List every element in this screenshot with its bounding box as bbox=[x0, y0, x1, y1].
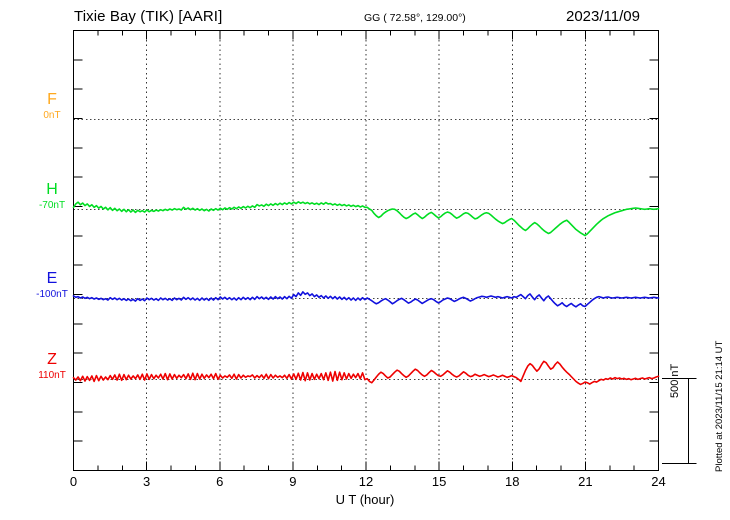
gridlines bbox=[146, 30, 586, 471]
station-title: Tixie Bay (TIK) [AARI] bbox=[74, 8, 223, 25]
x-tick-label-15: 15 bbox=[431, 474, 447, 489]
component-value-z: 110nT bbox=[38, 370, 66, 381]
x-tick-label-21: 21 bbox=[578, 474, 593, 489]
x-tick-label-9: 9 bbox=[289, 474, 297, 489]
axis-ticks bbox=[73, 30, 659, 471]
component-value-f: 0nT bbox=[43, 110, 61, 121]
component-label-z: Z bbox=[47, 351, 57, 368]
plotted-timestamp: Plotted at 2023/11/15 21:14 UT bbox=[714, 340, 725, 472]
x-tick-label-24: 24 bbox=[651, 474, 666, 489]
geographic-coordinates: GG ( 72.58°, 129.00°) bbox=[364, 12, 466, 24]
x-tick-label-6: 6 bbox=[216, 474, 224, 489]
scale-bar bbox=[662, 377, 697, 465]
scale-bar-label: 500 nT bbox=[669, 363, 681, 398]
component-value-e: -100nT bbox=[36, 289, 68, 300]
x-tick-label-18: 18 bbox=[505, 474, 520, 489]
x-tick-label-12: 12 bbox=[358, 474, 374, 489]
x-axis-title: U T (hour) bbox=[335, 492, 395, 507]
trace-lines bbox=[72, 201, 660, 386]
component-value-h: -70nT bbox=[38, 200, 66, 211]
component-label-h: H bbox=[46, 181, 58, 198]
x-tick-label-0: 0 bbox=[69, 474, 78, 489]
x-tick-label-3: 3 bbox=[143, 474, 151, 489]
component-label-e: E bbox=[46, 270, 58, 287]
observation-date: 2023/11/09 bbox=[566, 8, 640, 25]
component-label-f: F bbox=[47, 91, 57, 108]
